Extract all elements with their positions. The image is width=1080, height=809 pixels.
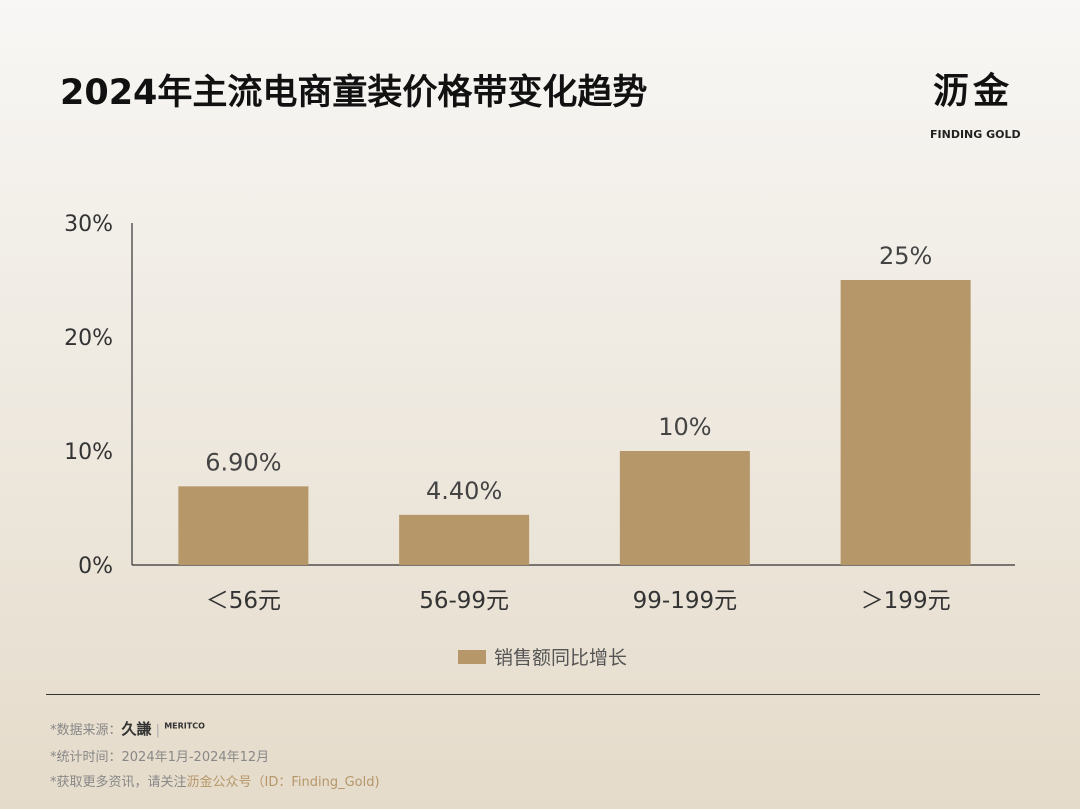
x-tick-label: ＞199元: [861, 588, 951, 614]
data-label: 25%: [879, 242, 932, 270]
chart-title: 2024年主流电商童装价格带变化趋势: [60, 73, 648, 113]
bar: [399, 514, 530, 565]
legend-swatch: [458, 649, 486, 664]
bar: [840, 280, 971, 565]
legend: 销售额同比增长: [458, 643, 627, 670]
y-tick-label: 30%: [64, 212, 113, 237]
data-label: 6.90%: [205, 448, 281, 476]
footer-period: *统计时间：2024年1月-2024年12月: [50, 750, 270, 765]
x-tick-label: 56-99元: [419, 588, 509, 614]
x-tick-label: ＜56元: [206, 588, 281, 614]
y-tick-label: 10%: [64, 440, 113, 465]
footer-more: *获取更多资讯，请关注沥金公众号（ID：Finding_Gold): [50, 775, 380, 790]
divider: [46, 694, 1040, 695]
logo-text-cn: 沥金: [933, 71, 1014, 112]
bar: [178, 486, 309, 565]
bar: [619, 451, 750, 565]
legend-label: 销售额同比增长: [494, 647, 628, 669]
data-label: 10%: [658, 413, 711, 441]
bar-chart: 0% 10% 20% 30% 6.90% ＜56元 4.40% 56-99元 10% 99-199…: [64, 212, 1015, 614]
source-logo: 久謙: [121, 720, 152, 738]
x-tick-label: 99-199元: [633, 588, 737, 614]
data-label: 4.40%: [426, 477, 502, 505]
logo: 沥金 FINDING GOLD: [925, 62, 1021, 147]
logo-text-en: FINDING GOLD: [930, 128, 1021, 141]
y-tick-label: 20%: [64, 326, 113, 351]
y-tick-label: 0%: [78, 554, 113, 579]
footer-source: *数据来源：久謙 | MERITCO: [50, 720, 205, 738]
